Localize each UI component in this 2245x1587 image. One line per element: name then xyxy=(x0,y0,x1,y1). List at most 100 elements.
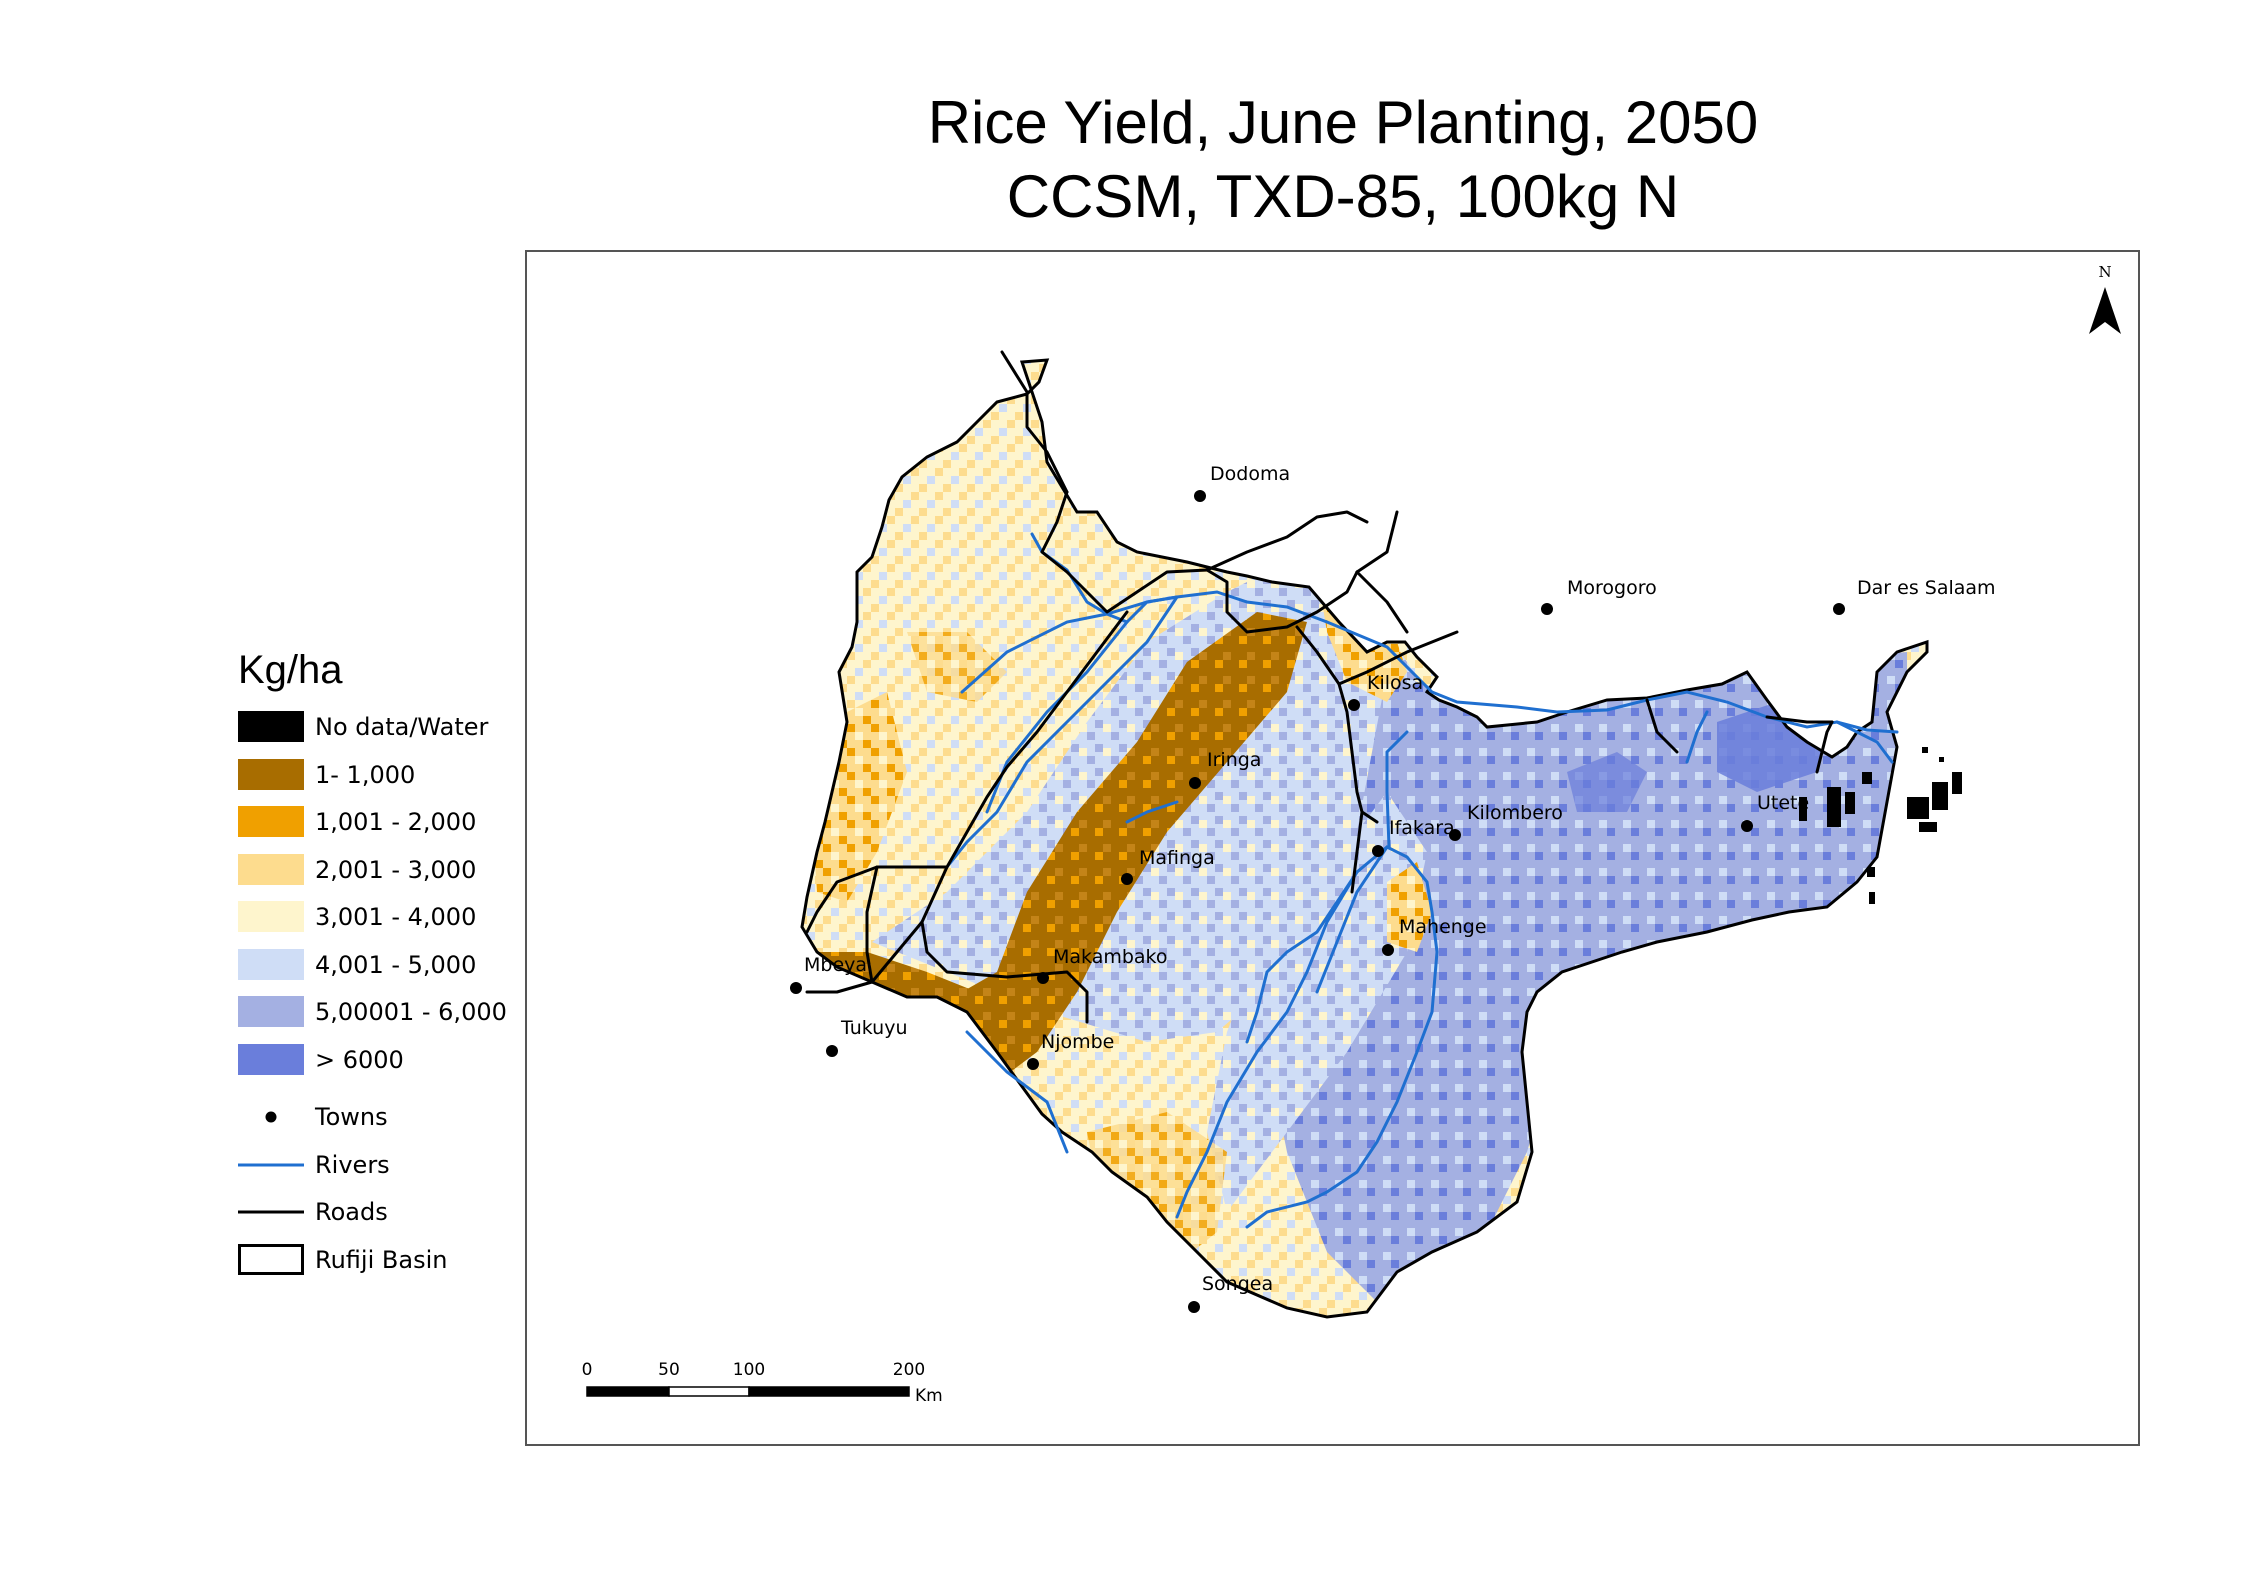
town-label-kilosa: Kilosa xyxy=(1367,672,1423,694)
scale-tick-200: 200 xyxy=(893,1360,925,1380)
town-dot-icon xyxy=(1382,944,1394,956)
town-kilombero: Kilombero xyxy=(1449,802,1563,841)
town-mbeya: Mbeya xyxy=(790,954,867,994)
town-label-makambako: Makambako xyxy=(1053,946,1168,968)
river-line-icon xyxy=(238,1163,304,1166)
town-iringa: Iringa xyxy=(1189,749,1261,789)
map-title-line2: CCSM, TXD-85, 100kg N xyxy=(1006,163,1680,230)
legend-swatch xyxy=(238,758,304,790)
town-dot-icon xyxy=(1189,777,1201,789)
town-morogoro: Morogoro xyxy=(1541,577,1657,615)
town-dot-icon xyxy=(1741,820,1753,832)
legend-label: Roads xyxy=(315,1198,388,1226)
town-label-utete: Utete xyxy=(1757,792,1809,814)
legend-label: Rufiji Basin xyxy=(315,1245,448,1274)
legend-item-3001-4000: 3,001 - 4,000 xyxy=(238,897,538,945)
town-tukuyu: Tukuyu xyxy=(826,1017,908,1057)
town-label-mbeya: Mbeya xyxy=(804,954,867,976)
town-dot-icon xyxy=(790,982,802,994)
town-dot-icon xyxy=(1541,603,1553,615)
basin-outline-icon xyxy=(238,1243,304,1275)
coastal-water-pixels xyxy=(1862,747,1962,904)
scale-unit: Km xyxy=(915,1386,943,1406)
scale-segment-50-100 xyxy=(668,1386,750,1397)
legend: Kg/ha No data/Water 1- 1,000 1,001 - 2,0… xyxy=(238,648,538,1287)
legend-item-1-1000: 1- 1,000 xyxy=(238,755,538,803)
town-dot-icon xyxy=(1037,972,1049,984)
town-label-dodoma: Dodoma xyxy=(1210,463,1290,485)
town-njombe: Njombe xyxy=(1027,1031,1114,1070)
scale-segment-100-200 xyxy=(748,1386,910,1397)
town-label-kilombero: Kilombero xyxy=(1467,802,1563,824)
legend-swatch xyxy=(238,901,304,932)
town-dot-icon xyxy=(265,1111,277,1123)
legend-swatch xyxy=(238,1043,304,1075)
town-dot-icon xyxy=(1348,699,1360,711)
legend-item-2001-3000: 2,001 - 3,000 xyxy=(238,850,538,898)
town-label-morogoro: Morogoro xyxy=(1567,577,1657,599)
legend-label: > 6000 xyxy=(315,1045,404,1074)
town-label-ifakara: Ifakara xyxy=(1389,817,1455,839)
legend-swatch xyxy=(238,853,304,885)
legend-label: 5,00001 - 6,000 xyxy=(315,998,507,1026)
north-arrow-label: N xyxy=(2098,263,2111,281)
town-label-dar-es-salaam: Dar es Salaam xyxy=(1857,577,1996,599)
legend-item-rufiji-basin: Rufiji Basin xyxy=(238,1240,538,1288)
scale-bar: 0 50 100 200 Km xyxy=(582,1360,943,1406)
legend-label: 3,001 - 4,000 xyxy=(315,903,477,931)
map-canvas: Dodoma Morogoro Dar es Salaam Kilosa Iri… xyxy=(582,263,2121,1406)
legend-swatch xyxy=(238,996,304,1027)
town-kilosa: Kilosa xyxy=(1348,672,1423,711)
town-utete: Utete xyxy=(1741,792,1809,832)
town-dot-icon xyxy=(1027,1058,1039,1070)
legend-item-over-6000: > 6000 xyxy=(238,1040,538,1088)
legend-item-no-data: No data/Water xyxy=(238,707,538,755)
road-line-icon xyxy=(238,1210,304,1214)
town-mahenge: Mahenge xyxy=(1382,916,1487,956)
roads xyxy=(805,350,1834,1024)
town-dot-icon xyxy=(1121,873,1133,885)
town-dodoma: Dodoma xyxy=(1194,463,1290,502)
map-frame: Dodoma Morogoro Dar es Salaam Kilosa Iri… xyxy=(525,250,2140,1446)
legend-classes: No data/Water 1- 1,000 1,001 - 2,000 2,0… xyxy=(238,707,538,1087)
legend-label: No data/Water xyxy=(315,713,489,741)
town-label-mahenge: Mahenge xyxy=(1399,916,1487,938)
town-dot-icon xyxy=(826,1045,838,1057)
legend-item-roads: Roads xyxy=(238,1192,538,1240)
legend-label: 1- 1,000 xyxy=(315,760,416,789)
map-title: Rice Yield, June Planting, 2050 CCSM, TX… xyxy=(523,86,2163,234)
town-ifakara: Ifakara xyxy=(1372,817,1455,857)
legend-swatch xyxy=(238,806,304,837)
legend-item-towns: Towns xyxy=(238,1097,538,1145)
town-label-tukuyu: Tukuyu xyxy=(840,1017,908,1039)
legend-label: 1,001 - 2,000 xyxy=(315,808,477,836)
legend-label: Towns xyxy=(315,1103,388,1131)
town-dot-icon xyxy=(1188,1301,1200,1313)
north-arrow: N xyxy=(2089,263,2121,334)
town-dar-es-salaam: Dar es Salaam xyxy=(1833,577,1996,615)
towns: Dodoma Morogoro Dar es Salaam Kilosa Iri… xyxy=(790,463,1996,1313)
legend-item-rivers: Rivers xyxy=(238,1145,538,1193)
legend-label: 2,001 - 3,000 xyxy=(315,855,477,884)
yield-raster xyxy=(802,360,1927,1317)
town-dot-icon xyxy=(1449,829,1461,841)
town-label-mafinga: Mafinga xyxy=(1139,847,1215,869)
scale-tick-50: 50 xyxy=(658,1360,680,1380)
town-dot-icon xyxy=(1194,490,1206,502)
legend-label: 4,001 - 5,000 xyxy=(315,950,477,979)
legend-item-4001-5000: 4,001 - 5,000 xyxy=(238,945,538,993)
north-arrow-icon xyxy=(2089,287,2121,334)
town-mafinga: Mafinga xyxy=(1121,847,1215,885)
legend-title: Kg/ha xyxy=(238,648,343,692)
town-label-iringa: Iringa xyxy=(1207,749,1261,771)
legend-swatch xyxy=(238,711,304,742)
town-makambako: Makambako xyxy=(1037,946,1168,984)
scale-segment-0-50 xyxy=(586,1386,670,1397)
legend-swatch xyxy=(238,948,304,980)
legend-item-5001-6000: 5,00001 - 6,000 xyxy=(238,992,538,1040)
legend-item-1001-2000: 1,001 - 2,000 xyxy=(238,802,538,850)
scale-tick-100: 100 xyxy=(733,1360,765,1380)
scale-tick-0: 0 xyxy=(582,1360,593,1380)
town-dot-icon xyxy=(1833,603,1845,615)
town-dot-icon xyxy=(1372,845,1384,857)
